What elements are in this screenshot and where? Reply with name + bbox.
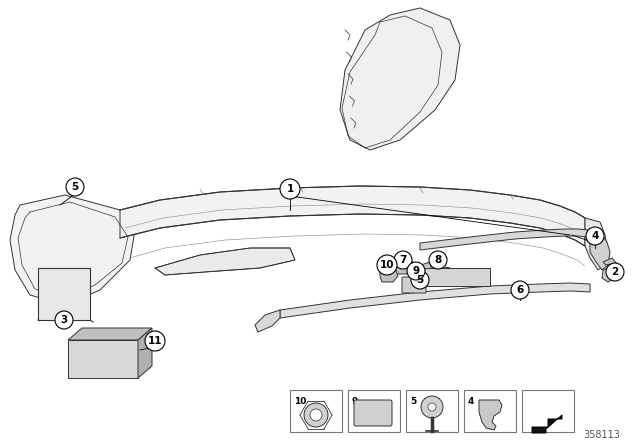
- FancyBboxPatch shape: [38, 268, 90, 320]
- Polygon shape: [155, 248, 295, 275]
- Text: 9: 9: [352, 397, 358, 406]
- Circle shape: [377, 255, 397, 275]
- Polygon shape: [68, 328, 152, 340]
- FancyBboxPatch shape: [354, 400, 392, 426]
- Text: 5: 5: [417, 275, 424, 285]
- Circle shape: [55, 311, 73, 329]
- FancyBboxPatch shape: [402, 277, 426, 293]
- Circle shape: [511, 281, 529, 299]
- Circle shape: [66, 178, 84, 196]
- Text: 358113: 358113: [583, 430, 620, 440]
- Text: 10: 10: [380, 260, 394, 270]
- Circle shape: [407, 262, 425, 280]
- Circle shape: [421, 396, 443, 418]
- Polygon shape: [138, 328, 152, 378]
- Text: 6: 6: [516, 285, 524, 295]
- Circle shape: [606, 263, 624, 281]
- Text: 11: 11: [148, 336, 163, 346]
- Polygon shape: [380, 268, 398, 282]
- Text: 4: 4: [468, 397, 474, 406]
- Polygon shape: [590, 235, 610, 270]
- Polygon shape: [10, 195, 135, 305]
- Polygon shape: [255, 310, 280, 332]
- Text: 10: 10: [294, 397, 307, 406]
- Circle shape: [394, 251, 412, 269]
- Circle shape: [310, 409, 322, 421]
- Polygon shape: [340, 8, 460, 150]
- FancyBboxPatch shape: [420, 268, 490, 286]
- Polygon shape: [280, 283, 590, 318]
- Polygon shape: [420, 229, 588, 250]
- Circle shape: [411, 271, 429, 289]
- Polygon shape: [390, 256, 414, 274]
- Text: 5: 5: [410, 397, 416, 406]
- Polygon shape: [415, 262, 432, 278]
- Polygon shape: [602, 258, 618, 282]
- Text: 2: 2: [611, 267, 619, 277]
- FancyBboxPatch shape: [406, 390, 458, 432]
- Circle shape: [280, 179, 300, 199]
- FancyBboxPatch shape: [522, 390, 574, 432]
- Text: 1: 1: [286, 184, 294, 194]
- Text: 9: 9: [412, 266, 420, 276]
- Text: 5: 5: [72, 182, 79, 192]
- Text: 8: 8: [435, 255, 442, 265]
- Text: 4: 4: [591, 231, 598, 241]
- FancyBboxPatch shape: [348, 390, 400, 432]
- Circle shape: [428, 403, 436, 411]
- Circle shape: [145, 331, 165, 351]
- Polygon shape: [479, 400, 502, 430]
- Polygon shape: [585, 218, 608, 270]
- Text: 3: 3: [60, 315, 68, 325]
- Polygon shape: [68, 340, 138, 378]
- Circle shape: [586, 227, 604, 245]
- Circle shape: [304, 403, 328, 427]
- Circle shape: [429, 251, 447, 269]
- Text: 7: 7: [399, 255, 406, 265]
- Polygon shape: [532, 415, 562, 433]
- FancyBboxPatch shape: [464, 390, 516, 432]
- FancyBboxPatch shape: [290, 390, 342, 432]
- Polygon shape: [120, 186, 585, 246]
